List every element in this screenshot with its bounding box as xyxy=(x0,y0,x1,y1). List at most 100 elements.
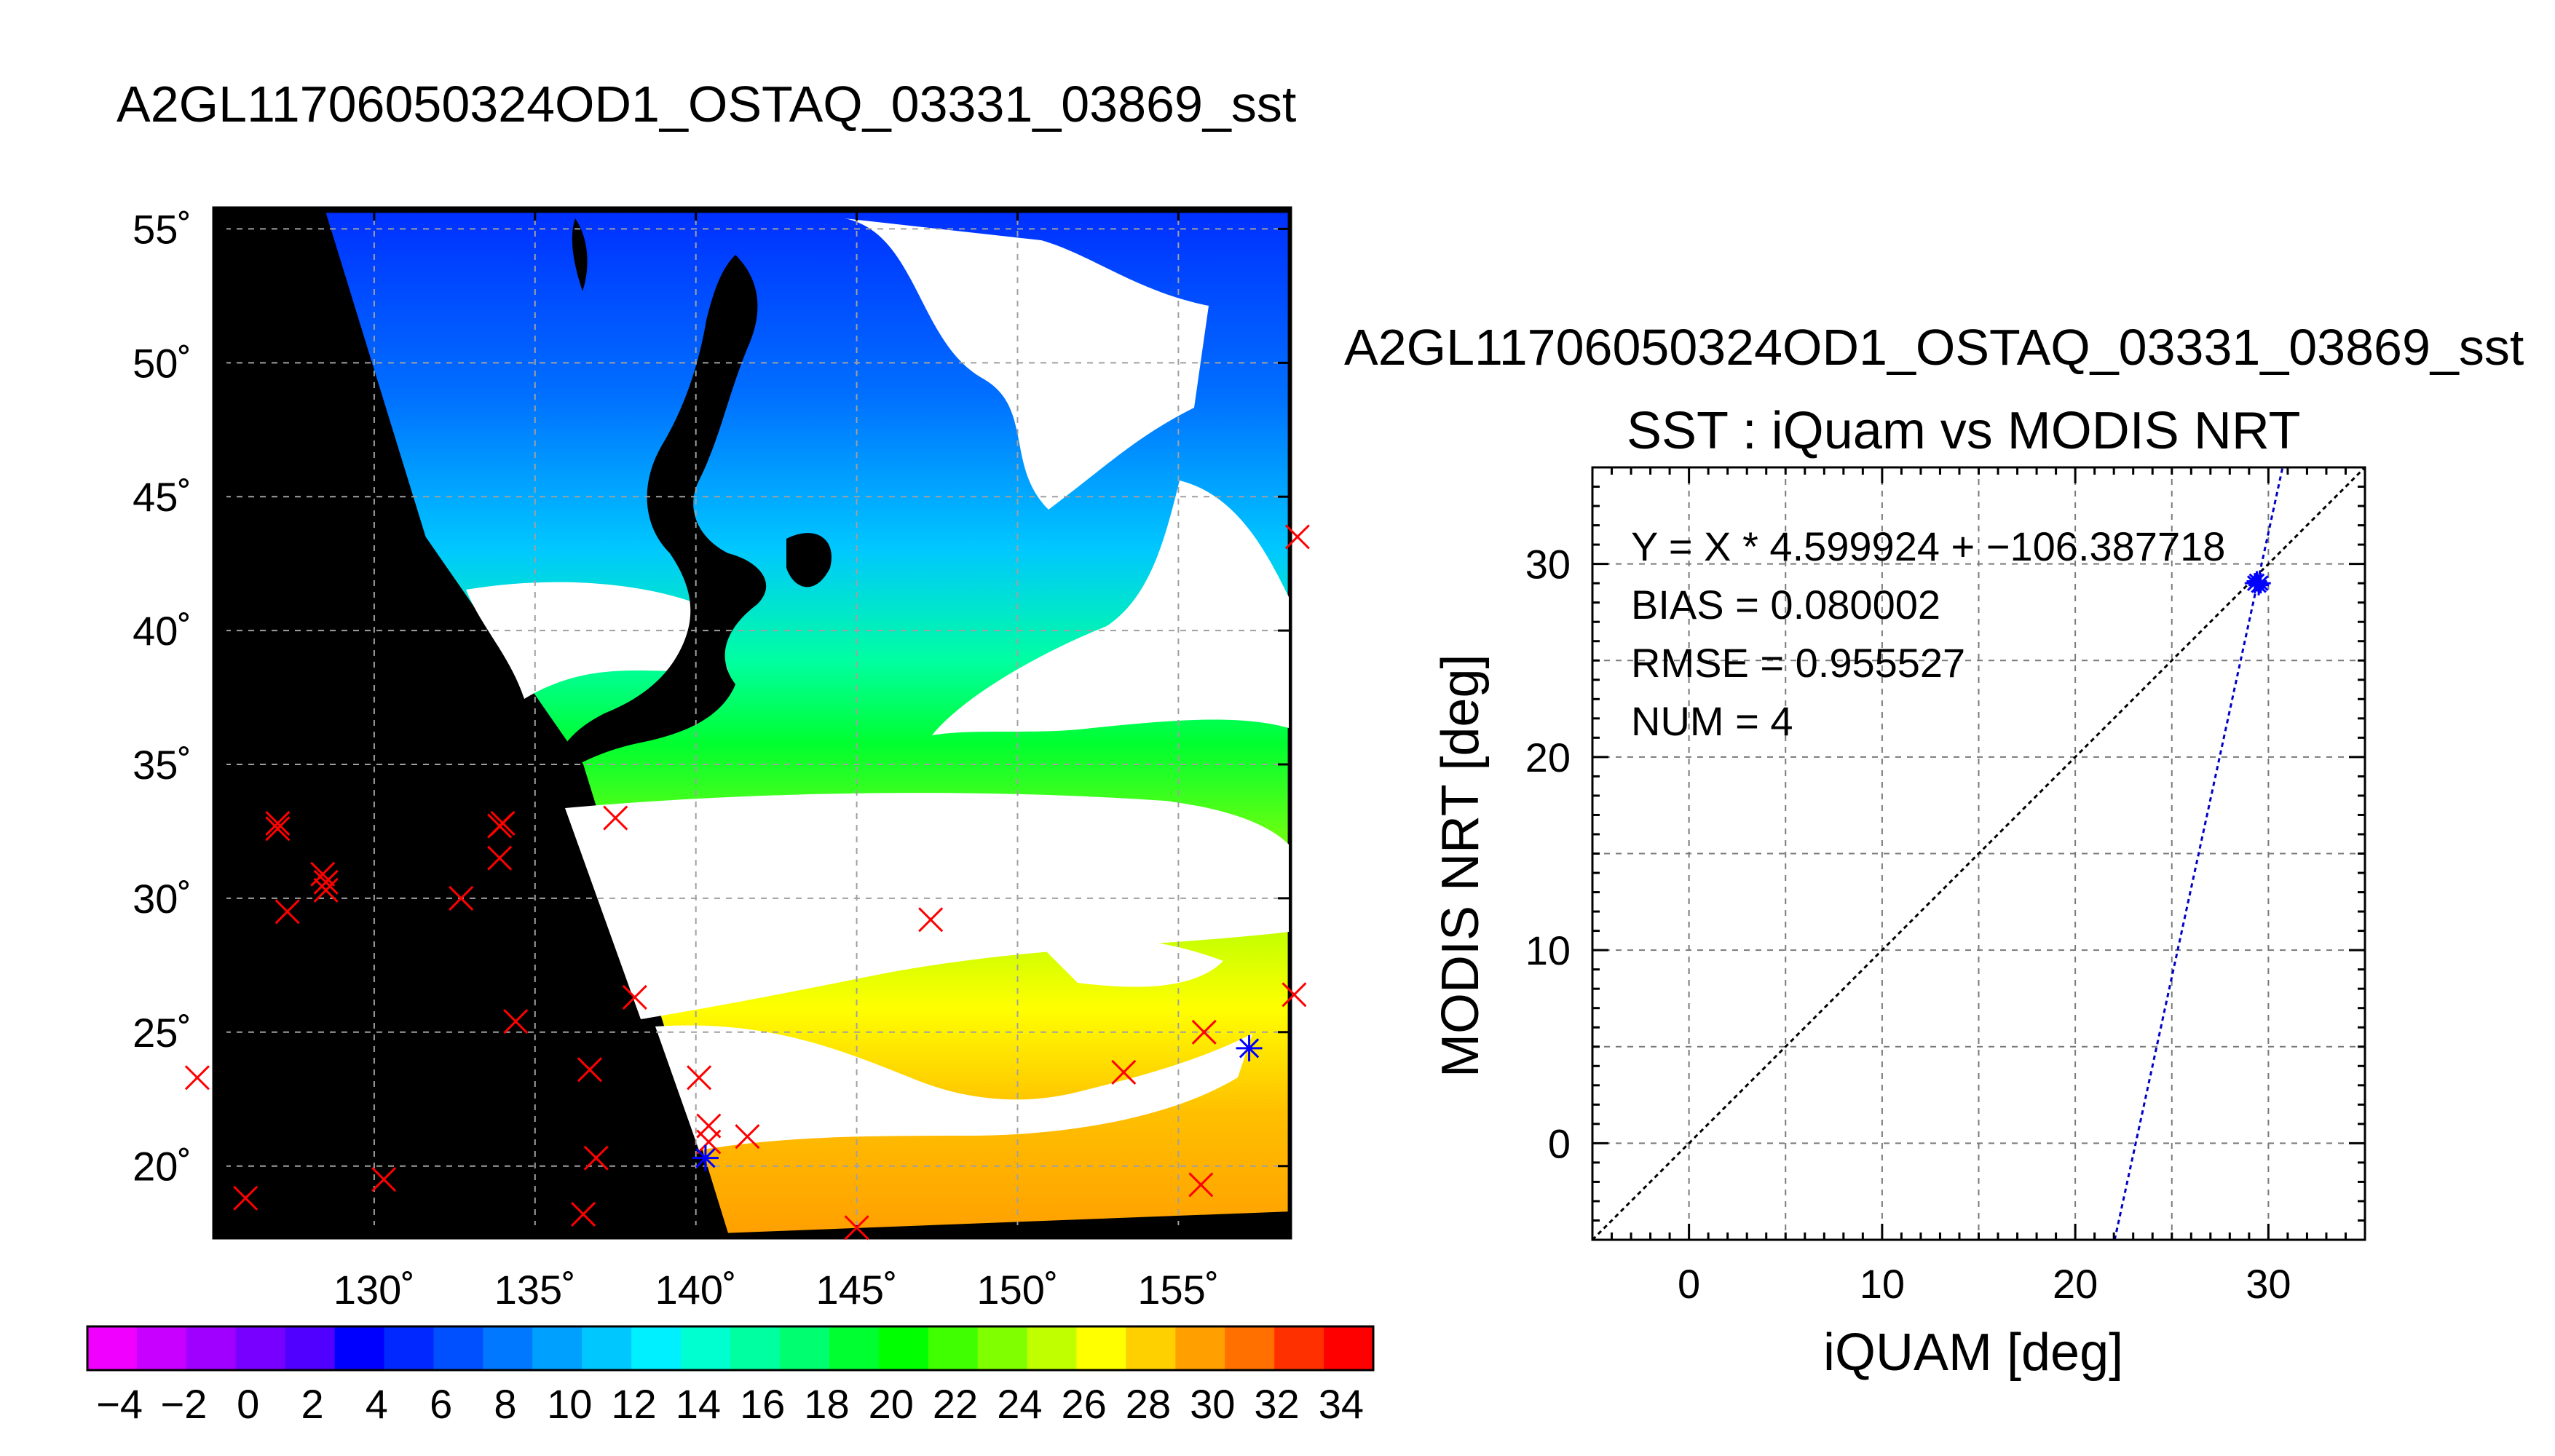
in-situ-markers xyxy=(184,524,1310,1241)
colorbar: −4 −2 0 2 4 6 8 10 12 14 16 18 20 22 24 26 28 30 32 34 xyxy=(86,1325,1375,1427)
colorbar-cells xyxy=(87,1326,1374,1370)
colorbar-cell xyxy=(1076,1326,1126,1370)
map-lon-tick-label: 135˚ xyxy=(494,1267,576,1313)
colorbar-cell xyxy=(235,1326,286,1370)
in-situ-marker xyxy=(696,1129,722,1155)
in-situ-marker xyxy=(310,861,336,887)
colorbar-tick-label: 2 xyxy=(301,1381,323,1427)
map-lat-tick-label: 35˚ xyxy=(133,742,191,788)
colorbar-tick-label: 24 xyxy=(997,1381,1042,1427)
scatter-x-tick-label: 30 xyxy=(2246,1261,2291,1307)
colorbar-cell xyxy=(1324,1326,1374,1370)
scatter-x-tick-labels: 0 10 20 30 xyxy=(1678,1261,2291,1307)
colorbar-labels: −4 −2 0 2 4 6 8 10 12 14 16 18 20 22 24 26 28 30 32 34 xyxy=(96,1381,1364,1427)
in-situ-marker xyxy=(265,816,291,842)
colorbar-tick-label: 10 xyxy=(547,1381,592,1427)
stats-num: NUM = 4 xyxy=(1631,698,1793,744)
stats-rmse: RMSE = 0.955527 xyxy=(1631,640,1965,686)
in-situ-marker xyxy=(487,845,513,871)
colorbar-frame xyxy=(86,1325,1375,1372)
colorbar-cell xyxy=(285,1326,336,1370)
scatter-title: SST : iQuam vs MODIS NRT xyxy=(1627,402,2301,460)
map-lon-tick-label: 145˚ xyxy=(816,1267,898,1313)
colorbar-cell xyxy=(730,1326,781,1370)
colorbar-tick-label: 16 xyxy=(740,1381,785,1427)
colorbar-cell xyxy=(779,1326,830,1370)
in-situ-marker xyxy=(1284,524,1310,550)
matched-markers xyxy=(692,1034,1263,1171)
in-situ-marker xyxy=(577,1057,602,1083)
map-lat-tick-label: 30˚ xyxy=(133,876,191,922)
in-situ-marker xyxy=(603,805,628,831)
colorbar-cell xyxy=(186,1326,237,1370)
scatter-x-tick-label: 0 xyxy=(1678,1261,1700,1307)
colorbar-tick-label: 12 xyxy=(611,1381,656,1427)
in-situ-marker xyxy=(313,869,339,895)
colorbar-cell xyxy=(1274,1326,1324,1370)
colorbar-cell xyxy=(433,1326,483,1370)
scatter-y-tick-labels: 0 10 20 30 xyxy=(1525,542,1571,1167)
main-title: A2GL11706050324OD1_OSTAQ_03331_03869_sst xyxy=(117,76,1297,132)
colorbar-tick-label: 28 xyxy=(1126,1381,1171,1427)
scatter-ticks xyxy=(1591,466,2366,1241)
colorbar-cell xyxy=(1027,1326,1078,1370)
stats-bias: BIAS = 0.080002 xyxy=(1631,582,1940,628)
in-situ-marker xyxy=(184,1065,210,1091)
colorbar-cell xyxy=(878,1326,929,1370)
colorbar-cell xyxy=(1126,1326,1176,1370)
colorbar-cell xyxy=(136,1326,187,1370)
in-situ-marker xyxy=(1188,1172,1214,1198)
colorbar-cell xyxy=(582,1326,632,1370)
in-situ-marker xyxy=(1282,982,1307,1008)
stats-box: Y = X * 4.599924 + −106.387718 BIAS = 0.… xyxy=(1631,523,2225,744)
map-lon-tick-label: 140˚ xyxy=(655,1267,737,1313)
in-situ-marker xyxy=(449,885,474,911)
in-situ-marker xyxy=(1191,1019,1217,1045)
matched-marker xyxy=(692,1144,719,1171)
scatter-x-tick-label: 10 xyxy=(1860,1261,1905,1307)
colorbar-cell xyxy=(532,1326,583,1370)
matched-marker xyxy=(1236,1034,1263,1061)
map-lon-tick-label: 130˚ xyxy=(333,1267,415,1313)
map-lat-tick-label: 20˚ xyxy=(133,1144,191,1190)
colorbar-tick-label: 6 xyxy=(430,1381,452,1427)
in-situ-marker xyxy=(233,1185,258,1211)
colorbar-tick-label: 34 xyxy=(1319,1381,1364,1427)
map-grid xyxy=(213,207,1291,1238)
colorbar-cell xyxy=(928,1326,979,1370)
colorbar-tick-label: 30 xyxy=(1190,1381,1235,1427)
in-situ-marker xyxy=(1111,1059,1137,1085)
identity-line xyxy=(1591,466,2366,1241)
in-situ-marker xyxy=(735,1124,760,1150)
map-ticks xyxy=(213,207,1291,1238)
in-situ-marker xyxy=(918,907,944,933)
colorbar-cell xyxy=(483,1326,533,1370)
in-situ-marker xyxy=(313,877,339,903)
colorbar-tick-label: 32 xyxy=(1254,1381,1299,1427)
in-situ-marker xyxy=(844,1215,869,1241)
colorbar-cell xyxy=(384,1326,435,1370)
cloud-cover xyxy=(466,218,1289,1150)
scatter-y-tick-label: 20 xyxy=(1525,735,1571,780)
stats-fit: Y = X * 4.599924 + −106.387718 xyxy=(1631,523,2225,569)
colorbar-cell xyxy=(1225,1326,1275,1370)
map-lat-tick-label: 50˚ xyxy=(133,340,191,386)
colorbar-cell xyxy=(977,1326,1028,1370)
scatter-x-axis-label: iQUAM [deg] xyxy=(1823,1324,2124,1382)
sst-map: 55˚ 50˚ 45˚ 40˚ 35˚ 30˚ 25˚ 20˚ 130˚ 135˚ 140˚ 145… xyxy=(133,206,1310,1313)
in-situ-marker xyxy=(265,810,291,836)
colorbar-cell xyxy=(334,1326,385,1370)
scatter-y-tick-label: 0 xyxy=(1548,1120,1571,1166)
land-mask xyxy=(553,218,832,779)
colorbar-cell xyxy=(1175,1326,1225,1370)
colorbar-tick-label: 26 xyxy=(1062,1381,1107,1427)
in-situ-marker xyxy=(275,899,300,925)
map-lat-labels: 55˚ 50˚ 45˚ 40˚ 35˚ 30˚ 25˚ 20˚ xyxy=(133,206,191,1189)
colorbar-tick-label: 0 xyxy=(237,1381,259,1427)
scatter-plot: 0 10 20 30 0 10 20 30 Y = X * 4.599924 + −106.… xyxy=(1525,466,2366,1307)
map-lon-tick-label: 150˚ xyxy=(976,1267,1058,1313)
scatter-y-tick-label: 30 xyxy=(1525,542,1571,587)
colorbar-tick-label: 14 xyxy=(676,1381,721,1427)
map-lat-tick-label: 25˚ xyxy=(133,1010,191,1056)
in-situ-marker xyxy=(490,810,516,836)
